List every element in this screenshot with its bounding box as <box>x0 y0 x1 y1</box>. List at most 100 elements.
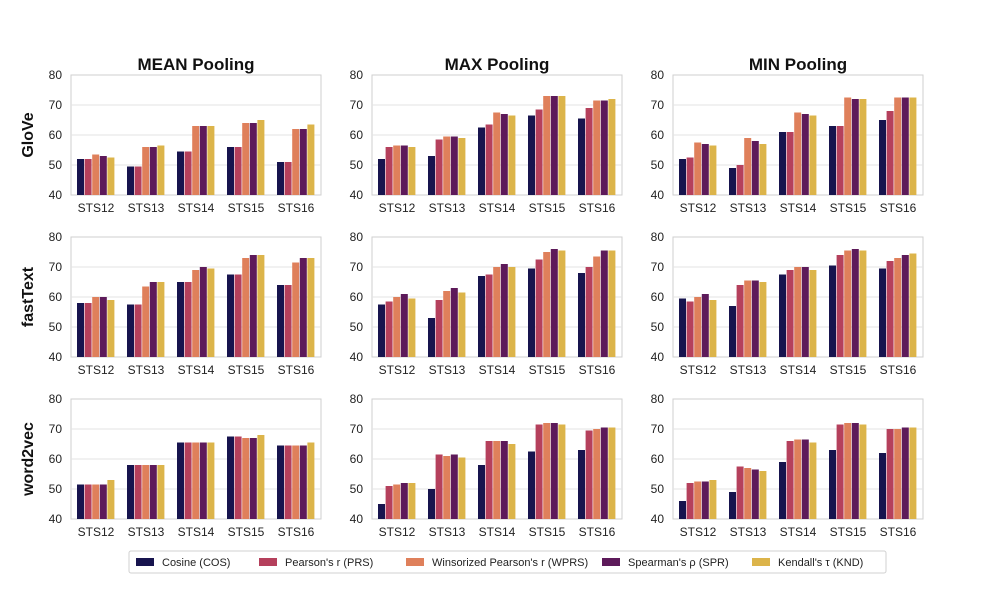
bar-sts15-spearman-s-spr <box>550 96 558 195</box>
y-tick-label: 50 <box>350 320 364 334</box>
bar-sts12-cosine-cos <box>77 159 84 195</box>
bar-sts16-kendall-s-knd <box>307 442 315 519</box>
bar-sts13-cosine-cos <box>428 489 435 519</box>
bar-sts12-spearman-s-spr <box>99 297 107 357</box>
x-tick-label: STS15 <box>228 201 265 215</box>
x-tick-label: STS12 <box>379 525 416 539</box>
bar-sts12-winsorized-pearson-s-r-wprs <box>393 145 401 195</box>
bar-sts16-kendall-s-knd <box>608 99 616 195</box>
bar-sts12-pearson-s-r-prs <box>686 301 694 357</box>
bar-sts14-winsorized-pearson-s-r-wprs <box>192 126 200 195</box>
bar-sts14-spearman-s-spr <box>199 267 207 357</box>
x-tick-label: STS16 <box>278 525 315 539</box>
bar-sts15-winsorized-pearson-s-r-wprs <box>844 250 852 357</box>
bar-sts14-pearson-s-r-prs <box>184 442 192 519</box>
x-tick-label: STS14 <box>479 363 516 377</box>
bar-sts14-kendall-s-knd <box>809 442 817 519</box>
bar-sts12-kendall-s-knd <box>408 147 416 195</box>
bar-sts15-cosine-cos <box>829 126 836 195</box>
bar-sts13-pearson-s-r-prs <box>736 466 744 519</box>
bar-sts12-winsorized-pearson-s-r-wprs <box>92 154 100 195</box>
bar-sts16-kendall-s-knd <box>307 258 315 357</box>
bar-sts16-spearman-s-spr <box>299 445 307 519</box>
bar-sts12-kendall-s-knd <box>709 300 717 357</box>
bar-sts16-kendall-s-knd <box>909 97 917 195</box>
bar-sts16-winsorized-pearson-s-r-wprs <box>292 262 300 357</box>
bar-sts13-winsorized-pearson-s-r-wprs <box>443 136 451 195</box>
bar-sts15-pearson-s-r-prs <box>836 255 844 357</box>
x-tick-label: STS12 <box>379 201 416 215</box>
bar-sts13-pearson-s-r-prs <box>736 165 744 195</box>
y-tick-label: 80 <box>651 68 665 82</box>
x-tick-label: STS15 <box>830 525 867 539</box>
bar-sts15-pearson-s-r-prs <box>234 436 242 519</box>
legend-swatch-pearson-s-r-prs <box>259 558 277 566</box>
row-label-fasttext: fastText <box>20 266 37 327</box>
bar-sts14-pearson-s-r-prs <box>786 270 794 357</box>
bar-sts15-cosine-cos <box>528 451 535 519</box>
bar-sts13-spearman-s-spr <box>751 141 759 195</box>
y-tick-label: 50 <box>651 482 665 496</box>
x-tick-label: STS16 <box>880 363 917 377</box>
legend-swatch-winsorized-pearson-s-r-wprs <box>406 558 424 566</box>
y-tick-label: 50 <box>350 482 364 496</box>
bar-sts13-winsorized-pearson-s-r-wprs <box>142 147 150 195</box>
bar-sts12-pearson-s-r-prs <box>84 484 92 519</box>
y-tick-label: 70 <box>49 422 63 436</box>
x-tick-label: STS13 <box>429 525 466 539</box>
bar-sts12-cosine-cos <box>378 159 385 195</box>
bar-sts15-winsorized-pearson-s-r-wprs <box>242 438 250 519</box>
bar-sts15-spearman-s-spr <box>249 123 257 195</box>
column-title-mean-pooling: MEAN Pooling <box>137 55 254 74</box>
bar-sts14-pearson-s-r-prs <box>184 151 192 195</box>
bar-sts16-cosine-cos <box>879 453 886 519</box>
bar-sts13-spearman-s-spr <box>450 288 458 357</box>
bar-sts15-pearson-s-r-prs <box>535 259 543 357</box>
legend-label-kendall-s-knd: Kendall's τ (KND) <box>778 557 863 569</box>
bar-sts12-spearman-s-spr <box>99 156 107 195</box>
legend-swatch-spearman-s-spr <box>602 558 620 566</box>
bar-sts14-cosine-cos <box>478 127 485 195</box>
y-tick-label: 50 <box>651 320 665 334</box>
bar-sts15-cosine-cos <box>227 274 234 357</box>
bar-sts13-spearman-s-spr <box>149 282 157 357</box>
legend-label-pearson-s-r-prs: Pearson's r (PRS) <box>285 557 373 569</box>
bar-sts12-spearman-s-spr <box>701 294 709 357</box>
bar-sts12-pearson-s-r-prs <box>385 147 393 195</box>
panel-fasttext-mean-pooling: 40 50 60 70 80 STS12 STS13 STS14 STS15 STS16 <box>49 230 322 377</box>
bar-sts13-kendall-s-knd <box>759 471 767 519</box>
y-tick-label: 40 <box>49 188 63 202</box>
bar-sts14-cosine-cos <box>779 462 786 519</box>
bar-sts13-cosine-cos <box>729 492 736 519</box>
bar-sts13-cosine-cos <box>729 306 736 357</box>
x-tick-label: STS15 <box>529 525 566 539</box>
y-tick-label: 40 <box>49 512 63 526</box>
bar-sts16-spearman-s-spr <box>901 97 909 195</box>
bar-sts12-kendall-s-knd <box>107 157 115 195</box>
bar-sts14-cosine-cos <box>177 282 184 357</box>
bar-sts14-kendall-s-knd <box>207 442 215 519</box>
legend-box <box>128 550 887 574</box>
bar-sts14-winsorized-pearson-s-r-wprs <box>192 442 200 519</box>
bar-sts13-cosine-cos <box>127 166 134 195</box>
y-tick-label: 50 <box>49 482 63 496</box>
y-tick-label: 70 <box>350 260 364 274</box>
bar-sts12-winsorized-pearson-s-r-wprs <box>694 481 702 519</box>
bar-sts13-pearson-s-r-prs <box>134 304 142 357</box>
x-tick-label: STS14 <box>780 201 817 215</box>
bar-sts16-pearson-s-r-prs <box>284 162 292 195</box>
bar-sts12-spearman-s-spr <box>99 484 107 519</box>
bar-sts12-spearman-s-spr <box>400 294 408 357</box>
bar-sts13-kendall-s-knd <box>458 457 466 519</box>
panel-word2vec-min-pooling: 40 50 60 70 80 STS12 STS13 STS14 STS15 STS16 <box>651 392 924 539</box>
bar-sts15-winsorized-pearson-s-r-wprs <box>543 252 551 357</box>
bar-sts12-kendall-s-knd <box>107 480 115 519</box>
y-tick-label: 70 <box>49 260 63 274</box>
y-tick-label: 60 <box>350 452 364 466</box>
bar-sts13-cosine-cos <box>428 318 435 357</box>
bar-sts14-winsorized-pearson-s-r-wprs <box>192 270 200 357</box>
bar-sts13-pearson-s-r-prs <box>736 285 744 357</box>
x-tick-label: STS13 <box>128 363 165 377</box>
panel-glove-min-pooling: 40 50 60 70 80 STS12 STS13 STS14 STS15 STS16 <box>651 68 924 215</box>
